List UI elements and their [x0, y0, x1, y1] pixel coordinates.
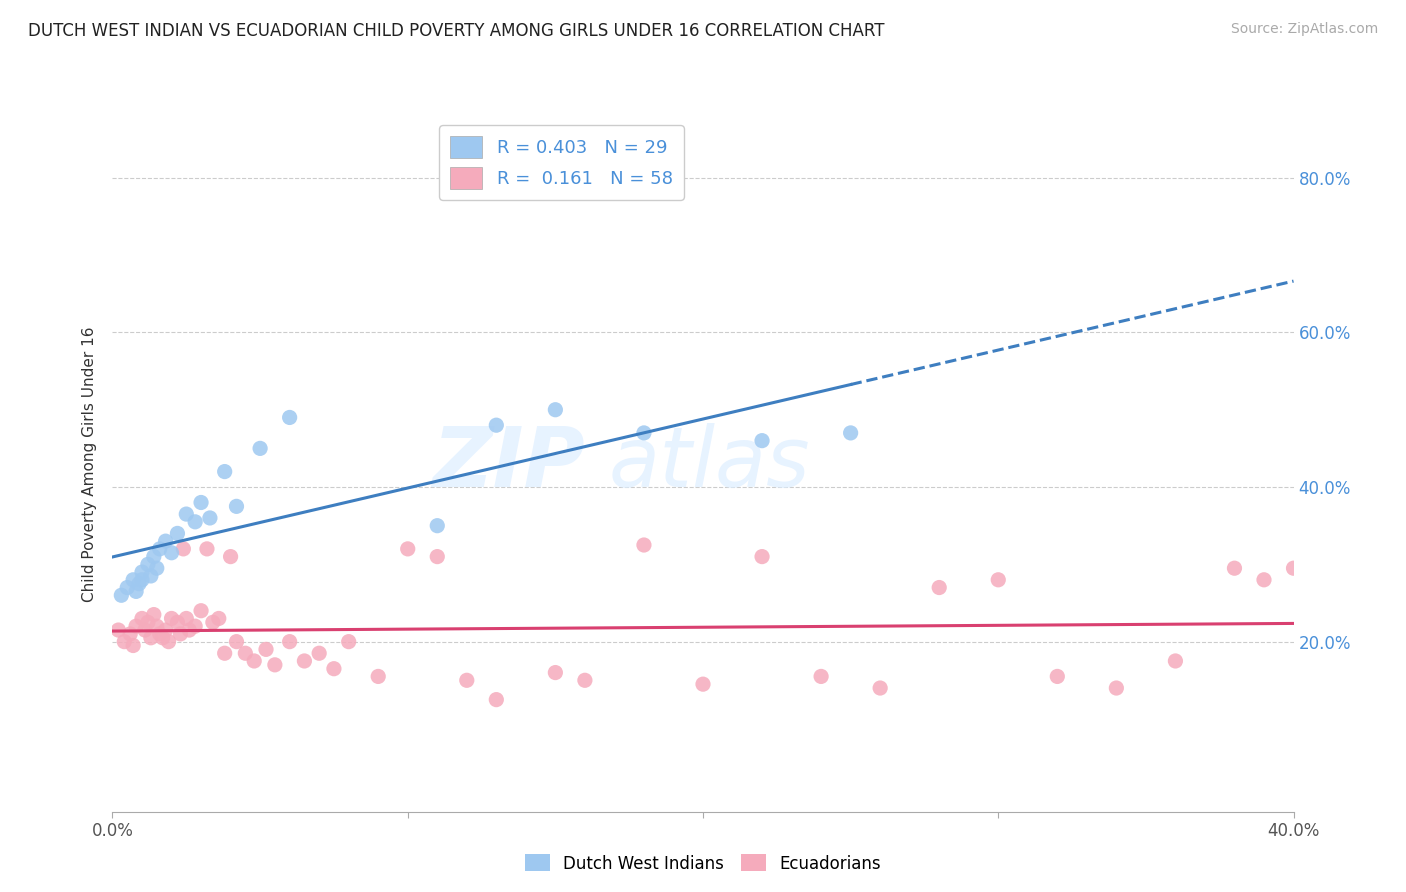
Point — [633, 538, 655, 552]
Point — [426, 549, 449, 564]
Point — [174, 507, 197, 521]
Point — [184, 619, 207, 633]
Point — [544, 402, 567, 417]
Point — [134, 623, 156, 637]
Text: DUTCH WEST INDIAN VS ECUADORIAN CHILD POVERTY AMONG GIRLS UNDER 16 CORRELATION C: DUTCH WEST INDIAN VS ECUADORIAN CHILD PO… — [28, 22, 884, 40]
Point — [396, 541, 419, 556]
Point — [1223, 561, 1246, 575]
Point — [160, 546, 183, 560]
Point — [128, 576, 150, 591]
Point — [692, 677, 714, 691]
Point — [125, 584, 148, 599]
Point — [485, 692, 508, 706]
Point — [195, 541, 218, 556]
Point — [426, 518, 449, 533]
Point — [190, 604, 212, 618]
Point — [152, 631, 174, 645]
Point — [751, 549, 773, 564]
Text: atlas: atlas — [609, 424, 810, 504]
Point — [146, 619, 169, 633]
Point — [201, 615, 224, 630]
Point — [179, 623, 201, 637]
Point — [120, 627, 142, 641]
Point — [155, 623, 177, 637]
Point — [198, 511, 221, 525]
Point — [110, 588, 132, 602]
Point — [169, 627, 191, 641]
Text: ZIP: ZIP — [432, 424, 585, 504]
Point — [142, 549, 165, 564]
Point — [131, 611, 153, 625]
Point — [146, 561, 169, 575]
Point — [219, 549, 242, 564]
Point — [149, 541, 172, 556]
Point — [928, 581, 950, 595]
Point — [184, 515, 207, 529]
Point — [190, 495, 212, 509]
Point — [292, 654, 315, 668]
Point — [633, 425, 655, 440]
Point — [278, 634, 301, 648]
Legend: R = 0.403   N = 29, R =  0.161   N = 58: R = 0.403 N = 29, R = 0.161 N = 58 — [439, 125, 683, 200]
Point — [112, 634, 135, 648]
Point — [166, 615, 188, 630]
Point — [142, 607, 165, 622]
Point — [131, 565, 153, 579]
Point — [160, 611, 183, 625]
Point — [136, 558, 159, 572]
Point — [337, 634, 360, 648]
Point — [149, 627, 172, 641]
Point — [122, 573, 145, 587]
Point — [987, 573, 1010, 587]
Point — [810, 669, 832, 683]
Point — [139, 569, 162, 583]
Point — [131, 573, 153, 587]
Point — [1164, 654, 1187, 668]
Point — [367, 669, 389, 683]
Point — [249, 442, 271, 456]
Point — [751, 434, 773, 448]
Point — [278, 410, 301, 425]
Point — [869, 681, 891, 695]
Point — [107, 623, 129, 637]
Point — [1282, 561, 1305, 575]
Point — [456, 673, 478, 688]
Point — [1253, 573, 1275, 587]
Point — [839, 425, 862, 440]
Point — [264, 657, 287, 672]
Text: Source: ZipAtlas.com: Source: ZipAtlas.com — [1230, 22, 1378, 37]
Point — [254, 642, 277, 657]
Point — [157, 634, 180, 648]
Point — [1046, 669, 1069, 683]
Legend: Dutch West Indians, Ecuadorians: Dutch West Indians, Ecuadorians — [519, 847, 887, 880]
Point — [233, 646, 256, 660]
Point — [544, 665, 567, 680]
Point — [1105, 681, 1128, 695]
Point — [174, 611, 197, 625]
Point — [214, 465, 236, 479]
Point — [172, 541, 194, 556]
Point — [136, 615, 159, 630]
Point — [323, 662, 346, 676]
Point — [225, 500, 247, 514]
Point — [122, 639, 145, 653]
Point — [166, 526, 188, 541]
Point — [243, 654, 266, 668]
Point — [308, 646, 330, 660]
Y-axis label: Child Poverty Among Girls Under 16: Child Poverty Among Girls Under 16 — [82, 326, 97, 601]
Point — [214, 646, 236, 660]
Point — [125, 619, 148, 633]
Point — [155, 534, 177, 549]
Point — [139, 631, 162, 645]
Point — [574, 673, 596, 688]
Point — [225, 634, 247, 648]
Point — [485, 418, 508, 433]
Point — [208, 611, 231, 625]
Point — [117, 581, 138, 595]
